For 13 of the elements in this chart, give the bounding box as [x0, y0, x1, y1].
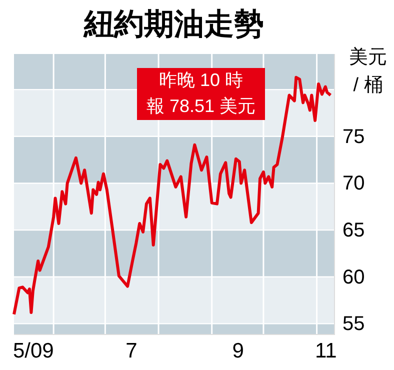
x-tick-label: 9 [232, 340, 244, 362]
x-tick-label: 7 [126, 340, 138, 362]
annotation: 報 78.51 美元 [146, 96, 256, 116]
x-tick-label: 5/09 [12, 340, 54, 362]
y-axis-title: 美元 / 桶 [349, 46, 387, 96]
y-tick-label: 75 [342, 126, 365, 148]
y-tick-label: 70 [342, 172, 365, 195]
y-tick-label: 65 [342, 220, 365, 242]
x-tick-label: 11 [314, 340, 337, 362]
annotation: 昨晚 10 時 [158, 70, 244, 90]
y-tick-label: 60 [342, 266, 365, 288]
chart-title: 紐約期油走勢 [83, 8, 264, 41]
y-tick-label: 55 [342, 313, 365, 336]
